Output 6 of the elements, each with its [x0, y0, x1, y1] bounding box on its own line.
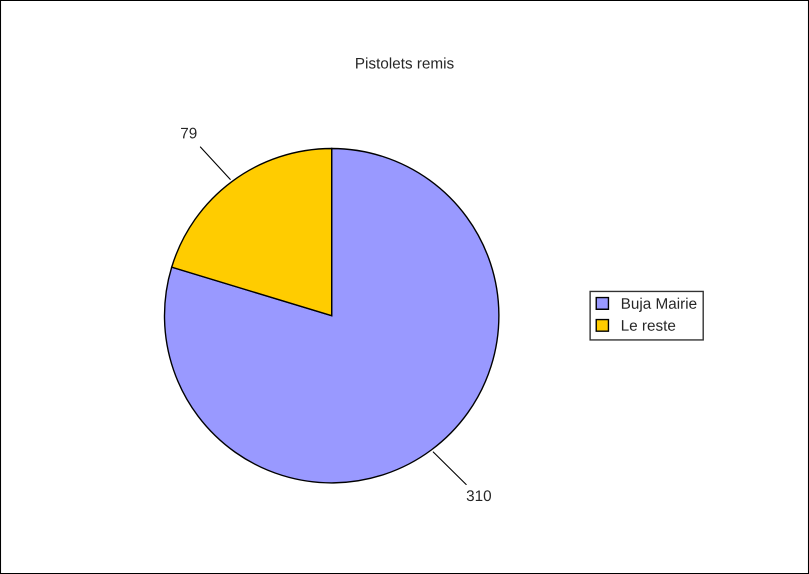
legend-label: Buja Mairie: [622, 298, 696, 312]
pie-slice: [164, 148, 500, 484]
legend-label: Le reste: [622, 320, 676, 331]
chart-title: Pistolets remis: [356, 57, 454, 69]
data-label: 79: [181, 128, 197, 138]
data-label: 310: [466, 490, 492, 502]
